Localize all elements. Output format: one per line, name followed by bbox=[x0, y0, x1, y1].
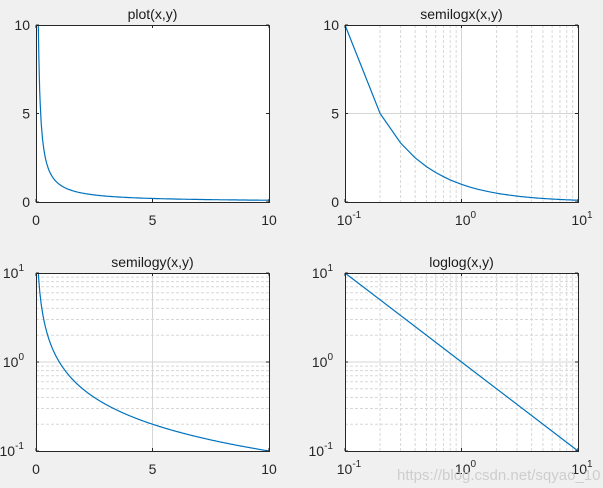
tick-label: 100 bbox=[312, 352, 334, 370]
tick-label: 5 bbox=[149, 212, 157, 228]
tick-label: 101 bbox=[571, 210, 593, 228]
data-line bbox=[37, 24, 269, 201]
tick-label: 10 bbox=[261, 212, 277, 228]
subplot-title: plot(x,y) bbox=[128, 6, 178, 22]
tick-label: 5 bbox=[22, 106, 30, 122]
tick-label: 100 bbox=[455, 210, 477, 228]
tick-label: 10-1 bbox=[337, 210, 362, 228]
tick-label: 0 bbox=[32, 212, 40, 228]
tick-label: 100 bbox=[3, 352, 25, 370]
grid bbox=[345, 25, 578, 202]
subplot-title: semilogx(x,y) bbox=[420, 6, 502, 22]
tick-label: 0 bbox=[32, 461, 40, 477]
data-line bbox=[344, 272, 579, 452]
tick-label: 10-1 bbox=[337, 459, 362, 477]
subplot-title: loglog(x,y) bbox=[429, 254, 494, 270]
watermark: https://blog.csdn.net/sqyao_10 bbox=[397, 467, 600, 484]
subplot-3: semilogy(x,y) 0 5 10 10-1 100 101 bbox=[0, 254, 277, 477]
tick-label: 10 bbox=[14, 17, 30, 33]
tick-label: 10-1 bbox=[0, 441, 24, 459]
tick-label: 5 bbox=[331, 106, 339, 122]
tick-label: 101 bbox=[312, 263, 334, 281]
tick-label: 10 bbox=[323, 17, 339, 33]
tick-label: 0 bbox=[22, 194, 30, 210]
tick-label: 5 bbox=[149, 461, 157, 477]
grid bbox=[36, 273, 269, 451]
tick-label: 10-1 bbox=[309, 441, 334, 459]
tick-label: 0 bbox=[331, 194, 339, 210]
tick-label: 101 bbox=[3, 263, 25, 281]
grid bbox=[345, 273, 578, 451]
subplot-title: semilogy(x,y) bbox=[111, 254, 193, 270]
subplot-1: plot(x,y) 0 5 10 0 5 10 bbox=[14, 6, 277, 228]
data-line bbox=[344, 24, 578, 201]
data-line bbox=[37, 272, 270, 452]
subplot-2: semilogx(x,y) 10-1 100 101 0 5 10 bbox=[323, 6, 593, 228]
tick-label: 10 bbox=[261, 461, 277, 477]
